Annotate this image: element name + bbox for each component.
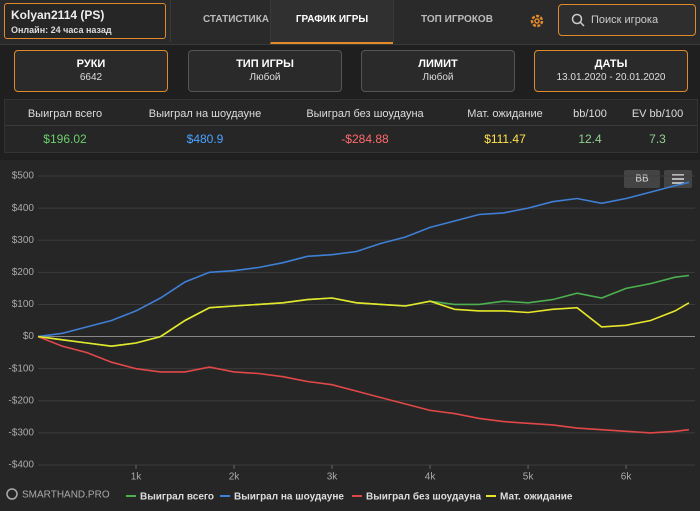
y-tick-label: $100 <box>12 299 35 310</box>
stat-value: -$284.88 <box>341 132 389 146</box>
legend-label: Выиграл без шоудауна <box>366 491 481 503</box>
y-tick-label: $400 <box>12 203 35 214</box>
filter[interactable]: ЛИМИТ Любой <box>361 50 515 92</box>
stat-value: $480.9 <box>186 132 224 146</box>
x-tick-label: 6k <box>621 472 633 483</box>
filter-value: 6642 <box>79 72 103 83</box>
tab[interactable]: ТОП ИГРОКОВ <box>393 0 520 42</box>
filter-value: Любой <box>422 72 454 83</box>
filter[interactable]: РУКИ 6642 <box>14 50 168 92</box>
stat-header: bb/100 <box>573 108 607 120</box>
filter-value: Любой <box>249 72 281 83</box>
y-tick-label: -$300 <box>8 428 34 439</box>
legend-label: Мат. ожидание <box>500 492 573 503</box>
stat-value: 7.3 <box>649 132 666 146</box>
stat-header: EV bb/100 <box>631 108 684 120</box>
y-tick-label: $300 <box>12 235 35 246</box>
menu-icon <box>672 174 684 184</box>
y-tick-label: $200 <box>12 267 35 278</box>
x-tick-label: 1k <box>131 472 143 483</box>
stat-header: Выиграл без шоудауна <box>306 108 424 120</box>
top-bar: Kolyan2114 (PS) Онлайн: 24 часа назад СТ… <box>0 0 700 45</box>
filter-value: 13.01.2020 - 20.01.2020 <box>556 72 666 83</box>
legend-label: Выиграл всего <box>140 492 214 503</box>
filter-label: ТИП ИГРЫ <box>236 58 294 70</box>
chart-bg <box>0 160 700 511</box>
search-box[interactable]: Поиск игрока <box>558 4 696 36</box>
filter-label: РУКИ <box>76 58 106 70</box>
user-name: Kolyan2114 (PS) <box>11 8 105 22</box>
y-tick-label: -$200 <box>8 395 34 406</box>
stat-header: Выиграл на шоудауне <box>148 108 262 120</box>
filter-label: ЛИМИТ <box>418 58 458 70</box>
stat-header: Мат. ожидание <box>467 108 543 120</box>
filter-label: ДАТЫ <box>594 58 628 70</box>
tab-active[interactable]: ГРАФИК ИГРЫ <box>270 0 393 44</box>
x-tick-label: 4k <box>425 472 437 483</box>
user-status: Онлайн: 24 часа назад <box>11 25 112 35</box>
y-tick-label: -$100 <box>8 363 34 374</box>
filter[interactable]: ДАТЫ 13.01.2020 - 20.01.2020 <box>534 50 688 92</box>
series-line <box>37 181 690 338</box>
stat-value: $111.47 <box>484 132 526 146</box>
chart: BB SMARTHAND.PRO -$400 -$300 -$200 -$100 $0 $… <box>0 160 700 511</box>
series-line <box>37 335 690 434</box>
stat-value: 12.4 <box>578 132 602 146</box>
y-tick-label: -$400 <box>8 460 34 471</box>
tab[interactable]: СТАТИСТИКА <box>170 0 301 42</box>
bb-button[interactable] <box>624 170 660 188</box>
y-tick-label: $500 <box>12 171 35 182</box>
separator <box>5 125 697 126</box>
search-icon <box>571 13 585 27</box>
filter[interactable]: ТИП ИГРЫ Любой <box>188 50 342 92</box>
stats-table: Выиграл всего Выиграл на шоудауне Выигра… <box>4 99 698 153</box>
stat-value: $196.02 <box>43 132 87 146</box>
series-line <box>37 297 690 348</box>
x-tick-label: 2k <box>229 472 241 483</box>
user-box[interactable]: Kolyan2114 (PS) Онлайн: 24 часа назад <box>4 3 166 39</box>
settings-icon[interactable] <box>528 12 546 30</box>
brand-logo <box>6 488 18 500</box>
y-tick-label: $0 <box>23 331 35 342</box>
legend-label: Выиграл на шоудауне <box>234 492 344 503</box>
search-placeholder: Поиск игрока <box>591 14 659 26</box>
brand: SMARTHAND.PRO <box>22 490 110 501</box>
bb-button-label: BB <box>635 174 649 185</box>
stat-header: Выиграл всего <box>27 108 103 120</box>
x-tick-label: 3k <box>327 472 339 483</box>
x-tick-label: 5k <box>523 472 535 483</box>
